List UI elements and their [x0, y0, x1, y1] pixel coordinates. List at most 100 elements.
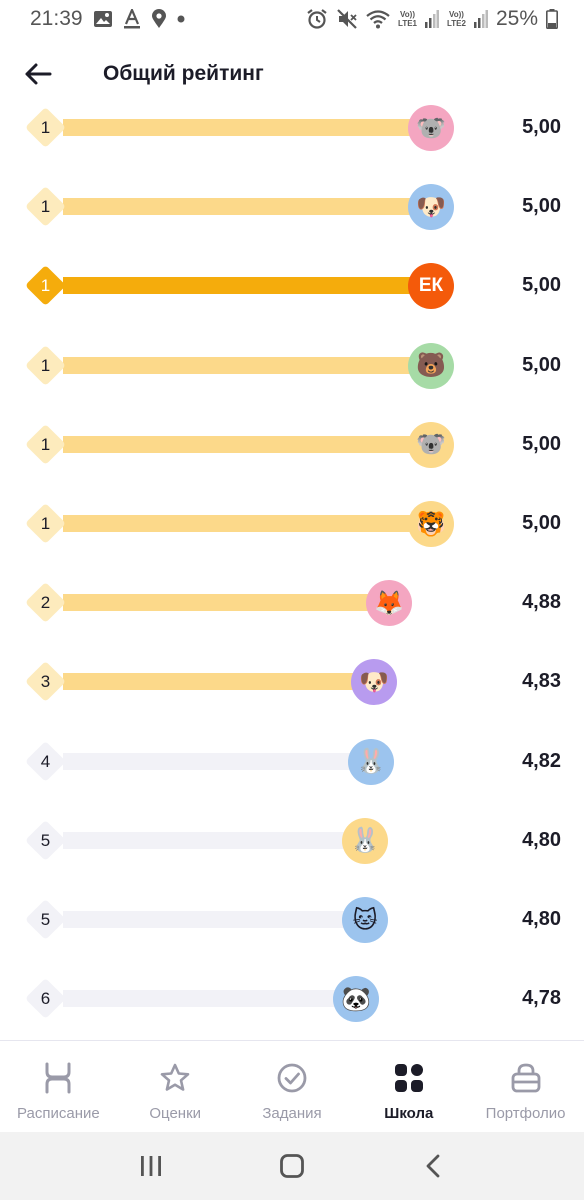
koala-avatar-icon: 🐨 [408, 105, 454, 151]
cat-avatar-icon: 🐱 [342, 897, 388, 943]
check-circle-icon [275, 1061, 309, 1095]
sim2-indicator: Vo)) LTE2 [447, 10, 466, 28]
rank-number: 1 [40, 197, 51, 217]
rating-row[interactable]: 4 🐰 4,82 [0, 732, 584, 792]
rank-number: 1 [40, 434, 51, 454]
rating-bar [63, 594, 378, 612]
location-icon [151, 9, 167, 29]
nav-label-portfolio: Портфолио [485, 1105, 566, 1122]
rating-row[interactable]: 1 🐨 5,00 [0, 415, 584, 475]
nav-item-tasks[interactable]: Задания [234, 1041, 351, 1132]
home-icon [280, 1154, 304, 1178]
rating-row[interactable]: 5 🐰 4,80 [0, 811, 584, 871]
nav-item-portfolio[interactable]: Портфолио [467, 1041, 584, 1132]
dog-emoji-icon: 🐶 [416, 193, 446, 221]
status-time: 21:39 [30, 7, 83, 30]
koala-emoji-icon: 🐨 [416, 431, 446, 459]
rating-score: 5,00 [522, 512, 561, 534]
app-header: Общий рейтинг [0, 48, 584, 104]
tiger-avatar-icon: 🐯 [408, 501, 454, 547]
star-icon [158, 1061, 192, 1095]
rating-list[interactable]: 1 🐨 5,00 1 🐶 5,00 1 ЕК 5,00 1 🐻 5,00 1 🐨 5,00 1 🐯 5,00 2 🦊 4… [0, 102, 584, 1040]
status-bar: 21:39 Vo)) LTE1 Vo)) LTE2 [0, 0, 584, 38]
rating-bar [63, 277, 420, 295]
rank-number: 1 [40, 514, 51, 533]
rating-score: 5,00 [522, 195, 561, 218]
rating-score: 4,80 [522, 828, 561, 851]
recents-icon [140, 1156, 161, 1176]
nav-label-tasks: Задания [262, 1105, 322, 1122]
dog-emoji-icon: 🐶 [359, 668, 389, 696]
schedule-icon [41, 1061, 75, 1095]
wifi-icon [366, 9, 390, 29]
dog-avatar-icon: 🐶 [408, 184, 454, 231]
rating-bar [63, 515, 420, 532]
nav-item-grades[interactable]: Оценки [117, 1041, 234, 1132]
rating-row[interactable]: 2 🦊 4,88 [0, 573, 584, 633]
rating-row[interactable]: 1 🐯 5,00 [0, 494, 584, 554]
rating-row[interactable]: 3 🐶 4,83 [0, 652, 584, 712]
back-icon [426, 1154, 440, 1178]
sim1-indicator: Vo)) LTE1 [398, 10, 417, 28]
rating-score: 4,83 [522, 670, 561, 693]
rating-row[interactable]: 1 🐻 5,00 [0, 336, 584, 396]
rating-row[interactable]: 1 🐶 5,00 [0, 177, 584, 237]
signal2-icon [473, 10, 488, 28]
rating-bar [63, 831, 354, 849]
bear-emoji-icon: 🐻 [416, 352, 446, 380]
rating-bar [63, 990, 345, 1008]
system-nav [0, 1132, 584, 1200]
rating-score: 5,00 [522, 432, 561, 455]
briefcase-icon [509, 1061, 543, 1095]
rating-bar [63, 198, 420, 216]
fox-emoji-icon: 🦊 [374, 589, 404, 617]
panda-emoji-icon: 🐼 [341, 985, 371, 1013]
rank-number: 4 [40, 751, 51, 771]
rating-row[interactable]: 1 🐨 5,00 [0, 102, 584, 158]
gallery-icon [93, 10, 113, 28]
dog-avatar-icon: 🐶 [351, 659, 397, 706]
dot-icon [177, 15, 185, 23]
rank-number: 3 [40, 672, 51, 692]
alarm-icon [306, 8, 328, 30]
nav-item-schedule[interactable]: Расписание [0, 1041, 117, 1132]
rating-row[interactable]: 6 🐼 4,78 [0, 969, 584, 1029]
rating-score: 5,00 [522, 116, 561, 138]
arrow-left-icon [25, 63, 52, 85]
nav-item-school[interactable]: Школа [350, 1041, 467, 1132]
avatar-initials: ЕК [408, 263, 454, 310]
rating-bar [63, 911, 354, 928]
rating-score: 4,82 [522, 749, 561, 772]
battery-percent: 25% [495, 7, 538, 30]
rating-bar [63, 119, 420, 136]
rank-number: 5 [40, 830, 51, 850]
avatar-initials-text: ЕК [418, 275, 444, 297]
rating-bar [63, 673, 363, 691]
bear-avatar-icon: 🐻 [408, 342, 454, 389]
fox-avatar-icon: 🦊 [366, 580, 412, 627]
system-back-button[interactable] [403, 1141, 463, 1191]
bottom-nav: Расписание Оценки Задания Школа Портфоли… [0, 1040, 584, 1132]
rank-number: 1 [40, 118, 51, 137]
rating-score: 5,00 [522, 274, 561, 297]
rating-score: 4,78 [522, 987, 561, 1010]
rating-row[interactable]: 5 🐱 4,80 [0, 890, 584, 950]
rank-number: 6 [40, 989, 51, 1009]
rank-number: 1 [40, 276, 51, 296]
rank-number: 2 [40, 593, 51, 613]
mute-icon [336, 8, 358, 30]
koala-emoji-icon: 🐨 [416, 114, 446, 142]
font-a-icon [123, 9, 141, 29]
school-grid-icon [392, 1061, 426, 1095]
nav-label-grades: Оценки [149, 1105, 202, 1122]
rating-bar [63, 356, 420, 374]
tiger-emoji-icon: 🐯 [416, 510, 446, 538]
back-button[interactable] [22, 58, 54, 90]
rating-row[interactable]: 1 ЕК 5,00 [0, 256, 584, 316]
panda-avatar-icon: 🐼 [333, 976, 379, 1023]
home-button[interactable] [262, 1141, 322, 1191]
rating-bar [63, 435, 420, 453]
rating-score: 5,00 [522, 353, 561, 376]
rabbit-emoji-icon: 🐰 [350, 827, 380, 855]
recents-button[interactable] [121, 1141, 181, 1191]
